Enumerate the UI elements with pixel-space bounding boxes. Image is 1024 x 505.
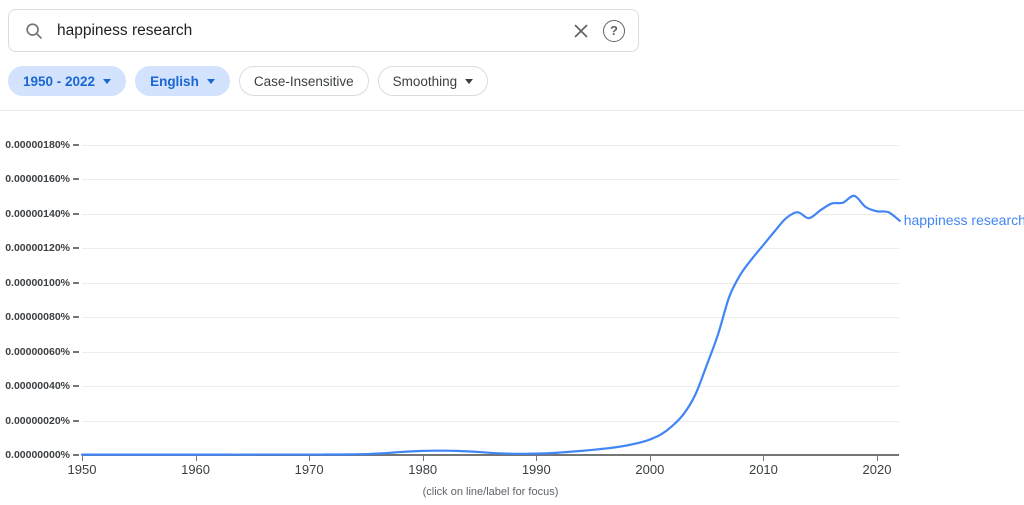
x-tick bbox=[649, 456, 651, 461]
y-tick bbox=[73, 144, 79, 146]
year-range-label: 1950 - 2022 bbox=[23, 73, 96, 89]
y-tick bbox=[73, 385, 79, 388]
y-tick bbox=[73, 212, 79, 215]
gridline bbox=[82, 145, 899, 146]
gridline bbox=[82, 351, 899, 353]
line-label-happiness-research[interactable]: happiness research bbox=[903, 211, 1024, 228]
y-tick bbox=[73, 316, 79, 319]
corpus-label: English bbox=[150, 73, 199, 89]
x-axis-label: 1970 bbox=[294, 462, 324, 477]
help-button[interactable]: ? bbox=[603, 19, 625, 42]
year-range-chip[interactable]: 1950 - 2022 bbox=[8, 66, 127, 96]
x-tick bbox=[877, 456, 878, 461]
x-axis-label: 1990 bbox=[521, 462, 551, 477]
chart-caption: (click on line/label for focus) bbox=[422, 486, 559, 498]
gridline bbox=[82, 420, 899, 422]
search-icon bbox=[24, 21, 44, 41]
x-axis-label: 2010 bbox=[748, 462, 778, 477]
y-axis-label: 0.00000140% bbox=[5, 207, 70, 220]
y-axis-label: 0.00000000% bbox=[5, 449, 70, 461]
x-axis-label: 2020 bbox=[862, 462, 892, 477]
smoothing-label: Smoothing bbox=[392, 73, 458, 89]
case-sensitivity-chip[interactable]: Case-Insensitive bbox=[238, 66, 369, 96]
y-tick bbox=[73, 247, 79, 250]
gridline bbox=[82, 386, 899, 388]
y-axis-label: 0.00000080% bbox=[5, 311, 70, 324]
y-axis-label: 0.00000180% bbox=[5, 139, 70, 151]
divider bbox=[0, 110, 1024, 111]
y-axis-label: 0.00000020% bbox=[5, 414, 70, 427]
y-tick bbox=[73, 281, 79, 284]
chevron-down-icon bbox=[465, 78, 474, 84]
y-axis-label: 0.00000100% bbox=[5, 276, 70, 289]
search-bar: ? bbox=[8, 9, 639, 52]
y-axis-label: 0.00000120% bbox=[5, 242, 70, 255]
ngram-line-happiness-research[interactable] bbox=[80, 194, 901, 456]
chevron-down-icon bbox=[206, 78, 215, 84]
chevron-down-icon bbox=[103, 78, 112, 84]
x-axis-label: 2000 bbox=[635, 462, 665, 477]
close-icon bbox=[573, 23, 589, 39]
y-tick bbox=[73, 454, 79, 456]
x-axis-label: 1950 bbox=[67, 462, 97, 477]
gridline bbox=[82, 317, 899, 319]
case-sensitivity-label: Case-Insensitive bbox=[253, 73, 354, 89]
filter-chips-row: 1950 - 2022 English Case-Insensitive Smo… bbox=[8, 66, 489, 96]
smoothing-chip[interactable]: Smoothing bbox=[377, 66, 489, 96]
gridline bbox=[82, 282, 899, 284]
gridline bbox=[82, 179, 899, 181]
x-tick bbox=[536, 456, 538, 461]
x-tick bbox=[195, 456, 197, 461]
x-axis-line bbox=[82, 454, 899, 456]
y-axis-label: 0.00000060% bbox=[5, 345, 70, 358]
gridline bbox=[82, 248, 899, 250]
x-axis-label: 1960 bbox=[181, 462, 211, 477]
corpus-chip[interactable]: English bbox=[135, 66, 230, 96]
y-tick bbox=[73, 178, 79, 181]
gridline bbox=[82, 213, 899, 215]
x-tick bbox=[309, 456, 311, 461]
help-icon: ? bbox=[610, 23, 618, 38]
y-tick bbox=[73, 419, 79, 422]
x-tick bbox=[82, 456, 83, 461]
y-axis-label: 0.00000040% bbox=[5, 380, 70, 393]
clear-search-button[interactable] bbox=[569, 19, 593, 43]
x-tick bbox=[763, 456, 765, 461]
x-axis-label: 1980 bbox=[408, 462, 438, 477]
y-axis-label: 0.00000160% bbox=[5, 173, 70, 186]
y-tick bbox=[73, 350, 79, 353]
search-input[interactable] bbox=[57, 21, 569, 40]
x-tick bbox=[422, 456, 424, 461]
